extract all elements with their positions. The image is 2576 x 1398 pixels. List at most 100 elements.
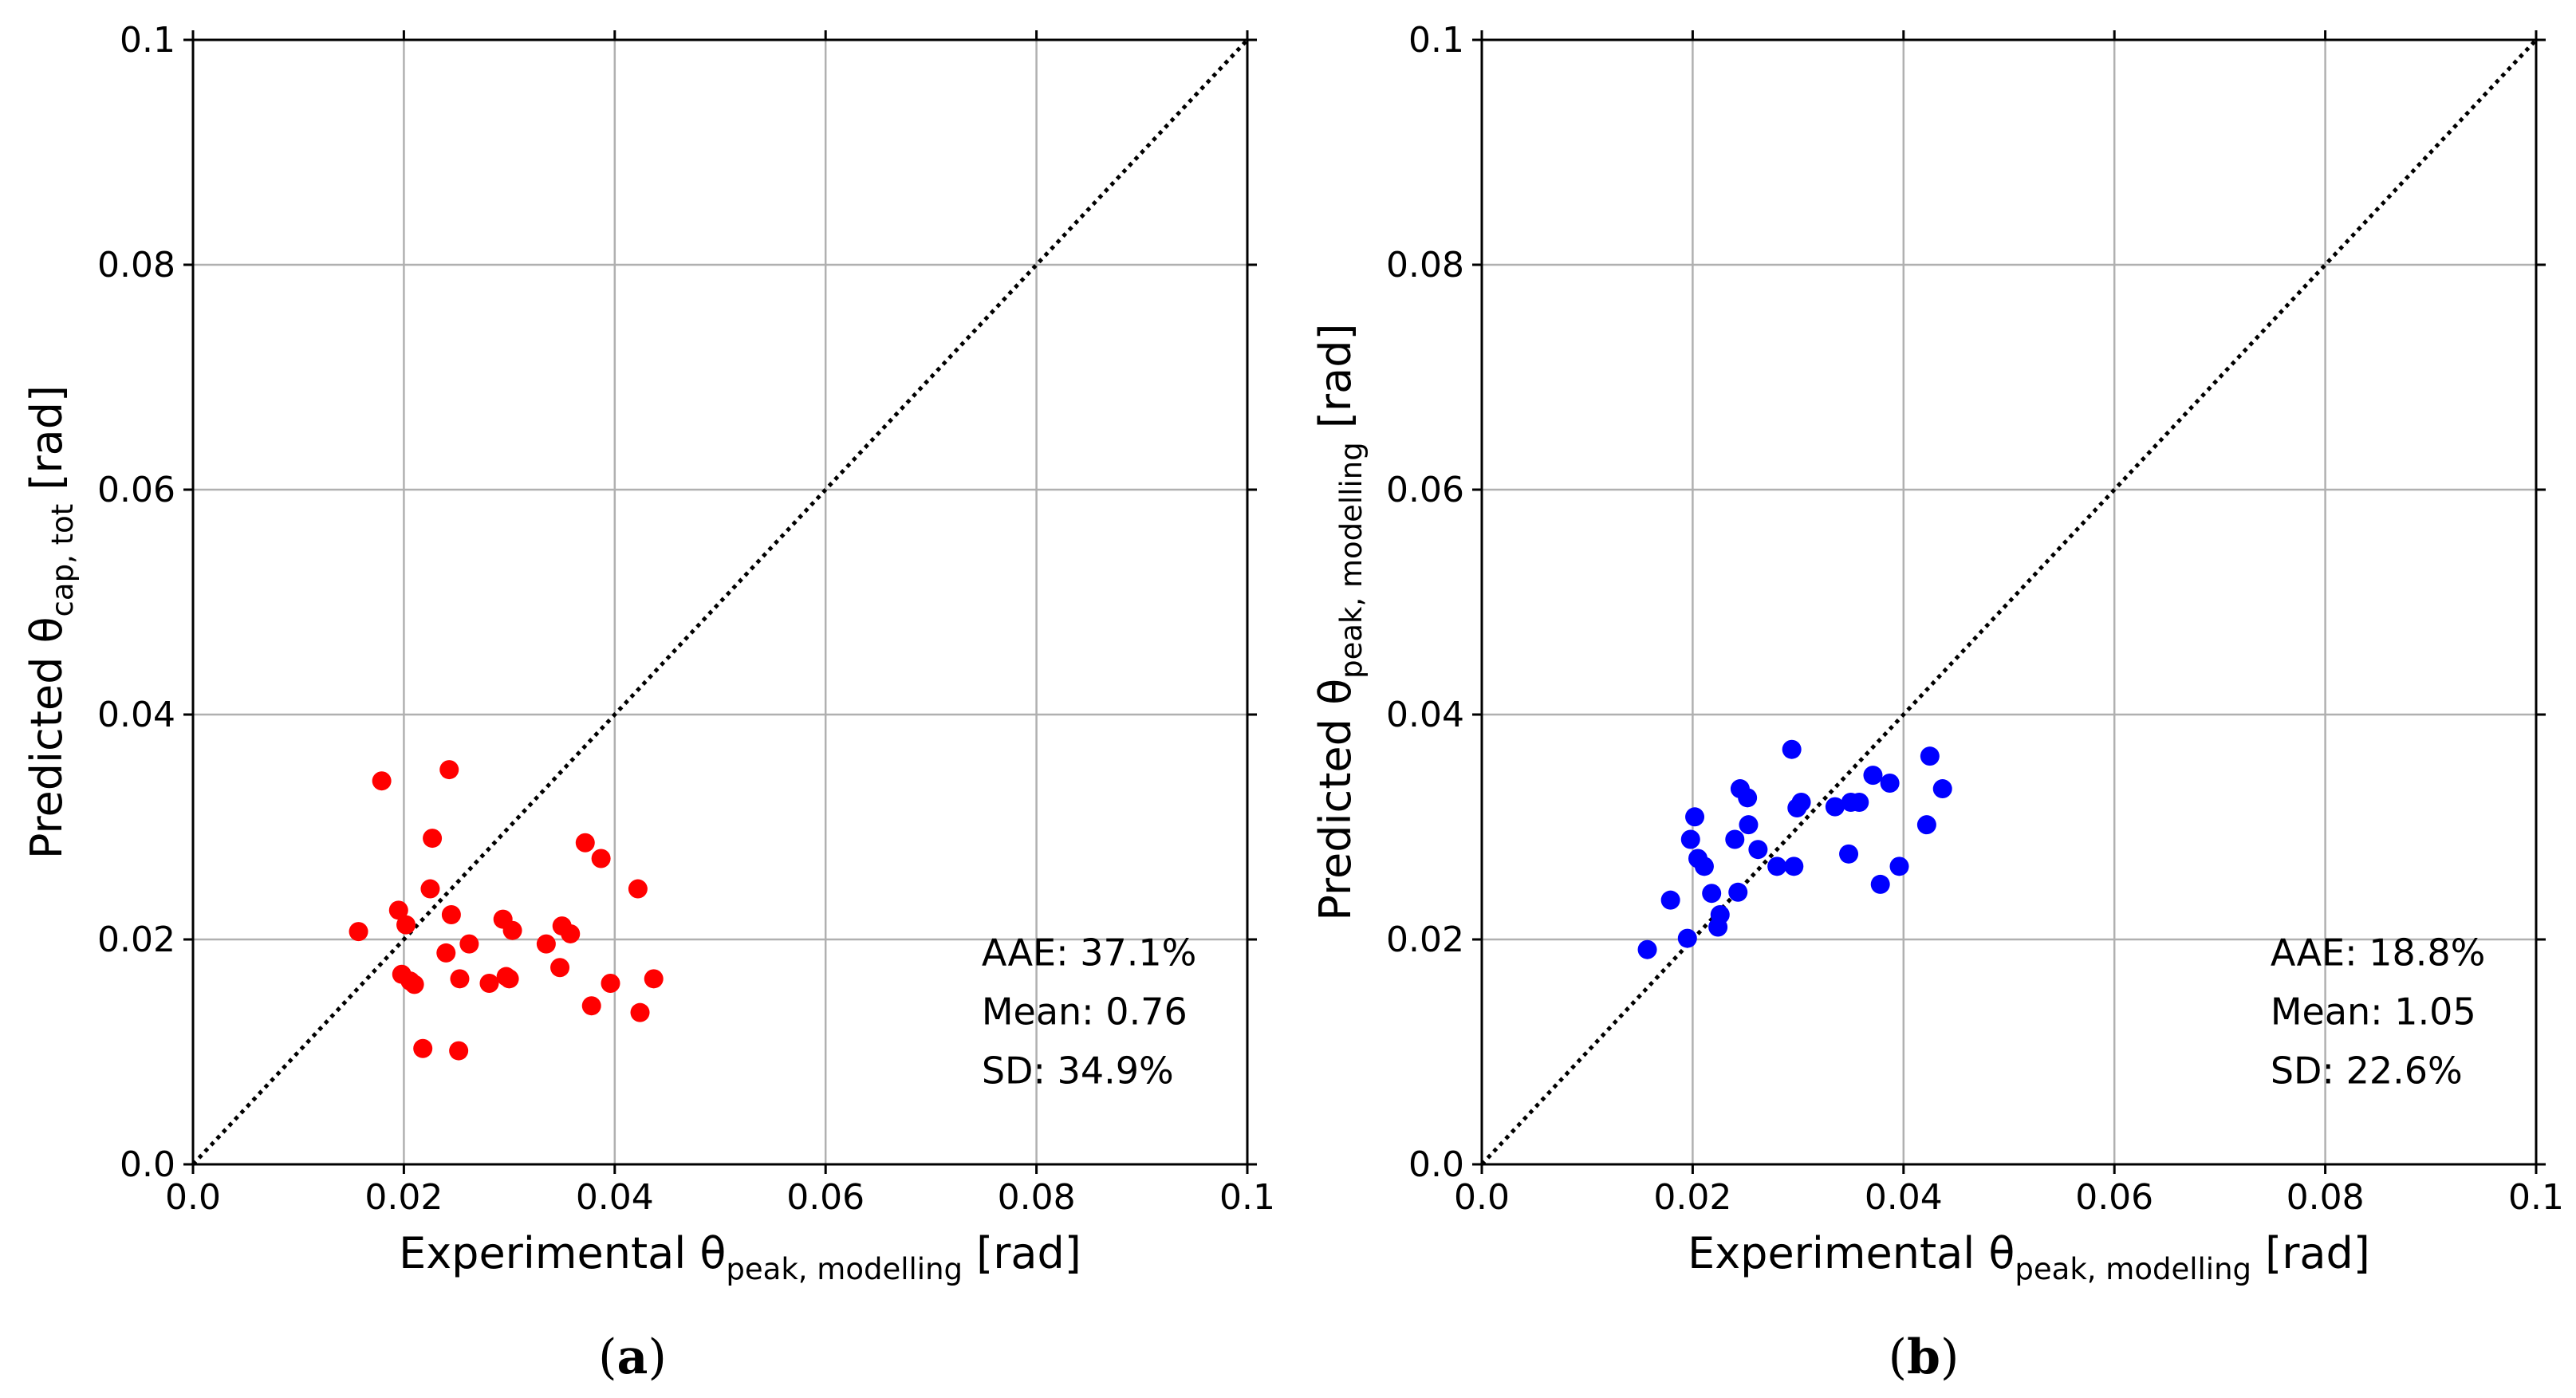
x-axis-label-unit: [rad] [963, 1228, 1081, 1278]
data-point [1725, 829, 1745, 849]
panel-caption: (b) [1889, 1329, 1960, 1385]
y-tick-label: 0.06 [1386, 470, 1464, 510]
y-axis-label-main: Predicted θ [1310, 679, 1361, 921]
data-point [1680, 829, 1700, 849]
data-point [1677, 928, 1697, 948]
data-point [1738, 788, 1758, 808]
stats-line: Mean: 1.05 [2271, 990, 2476, 1033]
data-point [581, 996, 601, 1016]
data-point [420, 879, 440, 899]
data-point [450, 969, 470, 989]
data-point [436, 943, 456, 963]
x-axis-label-subscript: peak, modelling [726, 1252, 963, 1286]
x-tick-label: 0.02 [1653, 1177, 1731, 1218]
data-point [1916, 815, 1936, 835]
stats-line: AAE: 18.8% [2271, 931, 2486, 974]
stats-line: Mean: 0.76 [982, 990, 1188, 1033]
data-point [561, 923, 581, 943]
x-tick-label: 0.06 [2075, 1177, 2153, 1218]
x-tick-label: 0.0 [1454, 1177, 1510, 1218]
y-tick-label: 0.0 [120, 1144, 175, 1185]
data-point [1825, 797, 1845, 817]
panel-caption: (a) [598, 1329, 667, 1385]
caption-letter: a [617, 1329, 648, 1385]
data-point [1748, 840, 1768, 860]
data-point [449, 1041, 469, 1061]
caption-close: ) [1940, 1329, 1959, 1385]
y-axis-label-subscript: peak, modelling [1334, 442, 1369, 679]
x-axis-label-unit: [rad] [2251, 1228, 2370, 1278]
data-point [1849, 792, 1869, 812]
y-tick-label: 0.08 [97, 245, 175, 286]
data-point [388, 900, 408, 920]
plot-frame [191, 38, 1249, 1166]
x-axis-label-main: Experimental θ [399, 1228, 726, 1278]
data-point [1839, 844, 1859, 864]
x-axis-label: Experimental θpeak, modelling [rad] [399, 1228, 1081, 1286]
stats-line: AAE: 37.1% [982, 931, 1197, 974]
data-point [1767, 857, 1787, 876]
data-point [349, 922, 368, 942]
x-tick-label: 0.1 [2508, 1177, 2564, 1218]
data-point [1694, 857, 1714, 876]
x-tick-label: 0.04 [576, 1177, 654, 1218]
y-tick-label: 0.04 [1386, 695, 1464, 735]
x-axis-label-subscript: peak, modelling [2015, 1252, 2251, 1286]
x-tick-label: 0.0 [165, 1177, 221, 1218]
data-point [499, 969, 519, 989]
data-point [396, 915, 416, 935]
data-point [628, 879, 648, 899]
y-tick-label: 0.02 [1386, 920, 1464, 960]
y-axis-label-main: Predicted θ [22, 616, 72, 859]
y-tick-label: 0.04 [97, 695, 175, 735]
data-point [479, 973, 499, 993]
data-point [1685, 807, 1705, 827]
data-point [1739, 815, 1759, 835]
data-point [459, 934, 479, 954]
y-tick-label: 0.08 [1386, 245, 1464, 286]
y-tick-label: 0.1 [120, 20, 175, 61]
data-point [1932, 779, 1952, 799]
data-point [1710, 904, 1730, 924]
caption-open: ( [1889, 1329, 1907, 1385]
data-point [1660, 890, 1680, 910]
data-point [372, 771, 392, 791]
data-point [1637, 939, 1657, 959]
data-point [1863, 766, 1883, 786]
caption-open: ( [598, 1329, 616, 1385]
y-tick-label: 0.0 [1408, 1144, 1464, 1185]
x-tick-label: 0.08 [998, 1177, 1076, 1218]
x-tick-label: 0.04 [1865, 1177, 1943, 1218]
plot-frame [1480, 38, 2538, 1166]
x-axis-label-main: Experimental θ [1688, 1228, 2015, 1278]
data-point [1728, 882, 1748, 902]
data-point [550, 958, 570, 978]
stats-line: SD: 34.9% [982, 1049, 1174, 1092]
data-point [575, 833, 595, 853]
y-axis-label-unit: [rad] [1310, 323, 1361, 442]
data-point [1791, 792, 1811, 812]
data-point [1889, 857, 1909, 876]
data-point [1782, 739, 1802, 759]
y-tick-label: 0.02 [97, 920, 175, 960]
data-point [441, 904, 461, 924]
data-point [1784, 857, 1804, 876]
stats-line: SD: 22.6% [2271, 1049, 2463, 1092]
reference-line [191, 38, 1249, 1166]
data-point [1870, 874, 1890, 894]
y-axis-label-subscript: cap, tot [45, 504, 80, 617]
caption-close: ) [648, 1329, 666, 1385]
data-point [591, 849, 611, 868]
data-point [404, 975, 424, 994]
data-point [413, 1038, 433, 1058]
x-tick-label: 0.02 [364, 1177, 443, 1218]
data-point [1702, 884, 1722, 904]
x-axis-label: Experimental θpeak, modelling [rad] [1688, 1228, 2370, 1286]
data-point [644, 969, 664, 989]
data-point [439, 760, 459, 780]
data-point [502, 920, 522, 940]
data-point [601, 973, 620, 993]
x-tick-label: 0.06 [786, 1177, 865, 1218]
data-point [1920, 746, 1940, 766]
